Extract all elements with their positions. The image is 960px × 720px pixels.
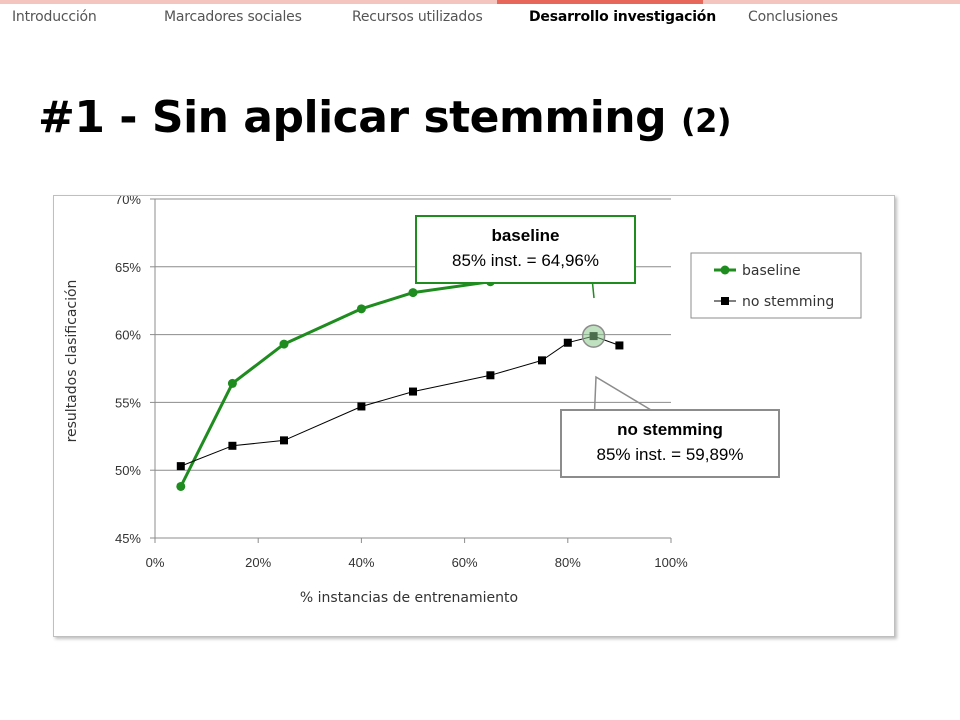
callout-baseline: baseline 85% inst. = 64,96% (415, 215, 636, 299)
slide-title: #1 - Sin aplicar stemming (2) (38, 92, 731, 143)
legend-swatch-marker-baseline (720, 265, 730, 275)
series-no-stemming (176, 332, 624, 471)
y-axis-title: resultados clasificación (64, 280, 80, 443)
slide-title-suffix: (2) (680, 102, 732, 140)
x-tick-label: 100% (654, 555, 688, 570)
nav-item-marcadores-sociales[interactable]: Marcadores sociales (164, 9, 302, 25)
callout-no-stemming: no stemming 85% inst. = 59,89% (560, 324, 780, 478)
y-tick-label: 70% (115, 196, 141, 207)
data-point-no-stemming (486, 371, 495, 380)
nav-item-desarrollo-investigacion[interactable]: Desarrollo investigación (529, 9, 716, 25)
legend: baseline no stemming (690, 252, 862, 319)
y-tick-label: 65% (115, 260, 141, 275)
x-tick-label: 20% (245, 555, 271, 570)
callout-title: no stemming (617, 420, 723, 439)
nav-active-indicator (497, 0, 703, 4)
highlight-circle-no-stemming (581, 324, 606, 348)
chart-frame: 45% 50% 55% 60% 65% 70% 0% 20% 40% 60% 80% 100% % i… (53, 195, 895, 637)
data-point-no-stemming (228, 441, 237, 450)
callout-box (415, 215, 636, 284)
data-point-baseline (227, 378, 237, 388)
y-tick-label: 55% (115, 395, 141, 410)
series-line-baseline (179, 265, 620, 488)
data-point-baseline (356, 304, 366, 314)
data-point-no-stemming (176, 462, 185, 471)
tick-labels: 45% 50% 55% 60% 65% 70% 0% 20% 40% 60% 80% 100% (115, 196, 688, 570)
callout-text: 85% inst. = 59,89% (597, 445, 744, 464)
x-tick-label: 80% (555, 555, 581, 570)
data-point-no-stemming (357, 402, 366, 411)
data-point-no-stemming (409, 387, 417, 396)
data-point-no-stemming (538, 356, 546, 365)
x-tick-label: 40% (348, 555, 374, 570)
data-point-baseline (176, 481, 186, 491)
legend-label-baseline: baseline (742, 263, 801, 279)
data-point-no-stemming (280, 436, 288, 445)
y-tick-label: 50% (115, 463, 141, 478)
legend-swatch-marker-no-stemming (721, 297, 729, 305)
series-layer (176, 262, 624, 491)
series-line-no-stemming (180, 335, 620, 467)
slide-title-main: #1 - Sin aplicar stemming (38, 92, 667, 143)
x-axis-title: % instancias de entrenamiento (300, 590, 518, 606)
data-point-baseline (408, 288, 418, 298)
line-chart: 45% 50% 55% 60% 65% 70% 0% 20% 40% 60% 80% 100% % i… (64, 196, 862, 606)
x-tick-label: 0% (146, 555, 165, 570)
callout-title: baseline (491, 226, 559, 245)
data-point-no-stemming (563, 338, 572, 347)
data-point-no-stemming (615, 341, 624, 350)
callout-text: 85% inst. = 64,96% (452, 251, 599, 270)
y-tick-label: 60% (115, 328, 141, 343)
x-tick-label: 60% (452, 555, 478, 570)
callout-leader (593, 375, 652, 425)
annotation-layer: baseline 85% inst. = 64,96% no stemming 85%… (415, 215, 780, 478)
axes (150, 198, 672, 543)
nav-item-introduccion[interactable]: Introducción (12, 9, 97, 25)
legend-box (690, 252, 862, 319)
legend-label-no-stemming: no stemming (742, 294, 834, 310)
series-baseline (176, 262, 624, 491)
y-tick-label: 45% (115, 531, 141, 546)
nav-item-recursos-utilizados[interactable]: Recursos utilizados (352, 9, 483, 25)
nav-progress-bar (0, 0, 960, 4)
data-point-baseline (279, 339, 289, 349)
callout-box (560, 409, 780, 478)
nav-item-conclusiones[interactable]: Conclusiones (748, 9, 838, 25)
